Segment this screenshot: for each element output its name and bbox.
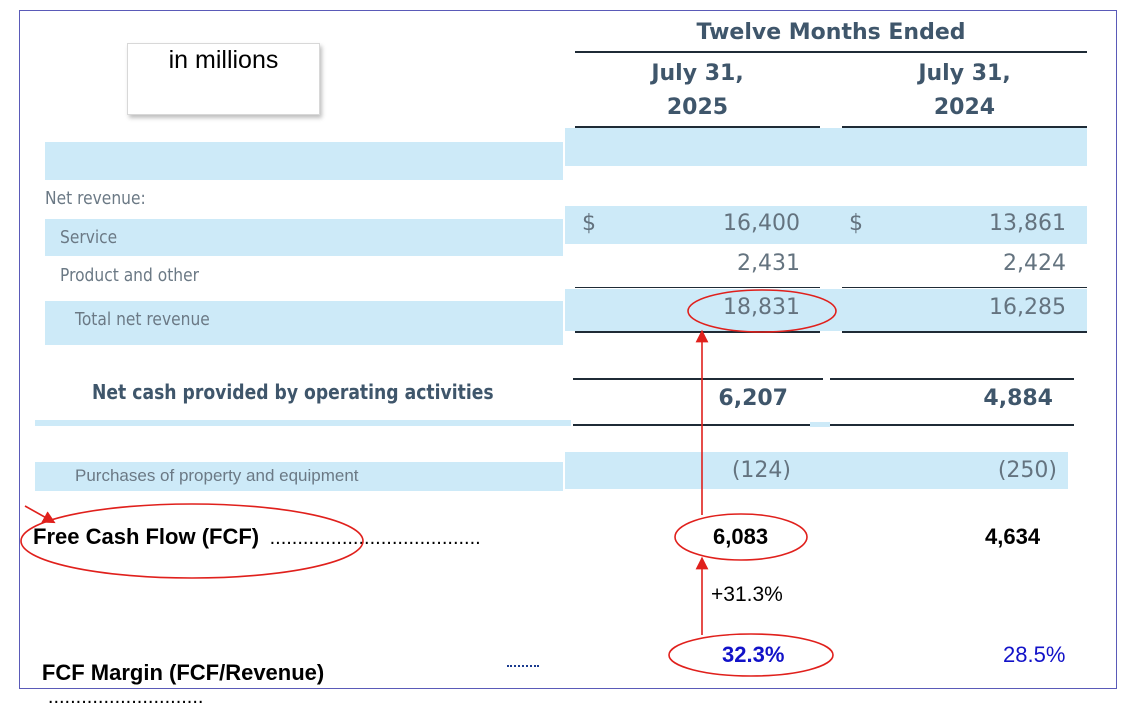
ocf-bottom-rule-2024 bbox=[830, 424, 1074, 426]
fcf-label-pointer-arrow bbox=[24, 505, 56, 524]
margin-value-2025: 32.3% bbox=[722, 642, 785, 667]
units-note-box: in millions bbox=[127, 43, 320, 115]
margin-dots-underline bbox=[507, 665, 539, 667]
capex-label: Purchases of property and equipment bbox=[75, 466, 359, 485]
fcf-value-2025: 6,083 bbox=[713, 524, 769, 549]
total-top-rule-2024 bbox=[842, 287, 1087, 288]
ocf-value-2025: 6,207 bbox=[718, 386, 788, 411]
service-dollar-2024: $ bbox=[849, 211, 863, 236]
total-revenue-highlight-ellipse bbox=[687, 289, 837, 333]
total-top-rule-2025 bbox=[575, 287, 820, 288]
total-band-right bbox=[565, 289, 1087, 331]
col-2024-header-rule bbox=[842, 126, 1087, 128]
product-value-2025: 2,431 bbox=[737, 251, 800, 276]
capex-value-2024: (250) bbox=[997, 458, 1057, 483]
fcf-leader-dots: ...................................... bbox=[269, 527, 481, 549]
fcf-label: Free Cash Flow (FCF) bbox=[33, 524, 260, 549]
fcf-label-highlight-ellipse bbox=[20, 503, 364, 579]
ocf-bottom-rule-2025 bbox=[573, 424, 810, 426]
period-header: Twelve Months Ended bbox=[696, 20, 966, 45]
ocf-top-rule-2024 bbox=[830, 378, 1074, 380]
blank-band-right bbox=[565, 128, 1087, 166]
period-header-rule bbox=[575, 51, 1087, 53]
net-revenue-label: Net revenue: bbox=[45, 188, 146, 209]
margin-value-highlight-ellipse bbox=[668, 633, 834, 677]
service-label: Service bbox=[60, 227, 118, 248]
capex-band-left bbox=[35, 462, 563, 491]
service-dollar-2025: $ bbox=[582, 211, 596, 236]
total-bottom-rule-2024 bbox=[842, 331, 1087, 333]
fcf-value-2024: 4,634 bbox=[985, 524, 1041, 549]
product-value-2024: 2,424 bbox=[1003, 251, 1066, 276]
units-note-text: in millions bbox=[168, 46, 279, 74]
ocf-underline-band bbox=[35, 420, 571, 426]
margin-label: FCF Margin (FCF/Revenue) bbox=[41, 660, 325, 685]
fcf-value-highlight-ellipse bbox=[674, 513, 808, 561]
col-2024-header-line2: 2024 bbox=[933, 95, 996, 120]
margin-value-2024: 28.5% bbox=[1003, 642, 1066, 667]
fcf-label-group: Free Cash Flow (FCF) ...................… bbox=[33, 524, 481, 550]
total-band-left bbox=[45, 301, 563, 345]
blank-band-left bbox=[45, 142, 563, 180]
service-value-2025: 16,400 bbox=[723, 211, 800, 236]
figure-frame bbox=[19, 10, 1117, 689]
capex-value-2025: (124) bbox=[731, 458, 791, 483]
col-2025-header-line2: 2025 bbox=[666, 95, 729, 120]
ocf-gap-band bbox=[810, 422, 830, 427]
capex-band-right bbox=[565, 452, 1068, 489]
service-value-2024: 13,861 bbox=[989, 211, 1066, 236]
ocf-label: Net cash provided by operating activitie… bbox=[92, 380, 494, 404]
col-2025-header-rule bbox=[575, 126, 820, 128]
col-2025-header-line1: July 31, bbox=[651, 61, 744, 86]
total-label: Total net revenue bbox=[75, 309, 210, 330]
service-band-right bbox=[565, 206, 1087, 244]
fcf-growth-label: +31.3% bbox=[711, 583, 783, 606]
ocf-value-2024: 4,884 bbox=[983, 386, 1053, 411]
total-value-2024: 16,285 bbox=[989, 295, 1066, 320]
ocf-top-rule-2025 bbox=[573, 378, 823, 380]
product-label: Product and other bbox=[60, 265, 199, 286]
total-value-2025: 18,831 bbox=[723, 295, 800, 320]
service-band-left bbox=[45, 219, 563, 256]
col-2024-header-line1: July 31, bbox=[918, 61, 1011, 86]
